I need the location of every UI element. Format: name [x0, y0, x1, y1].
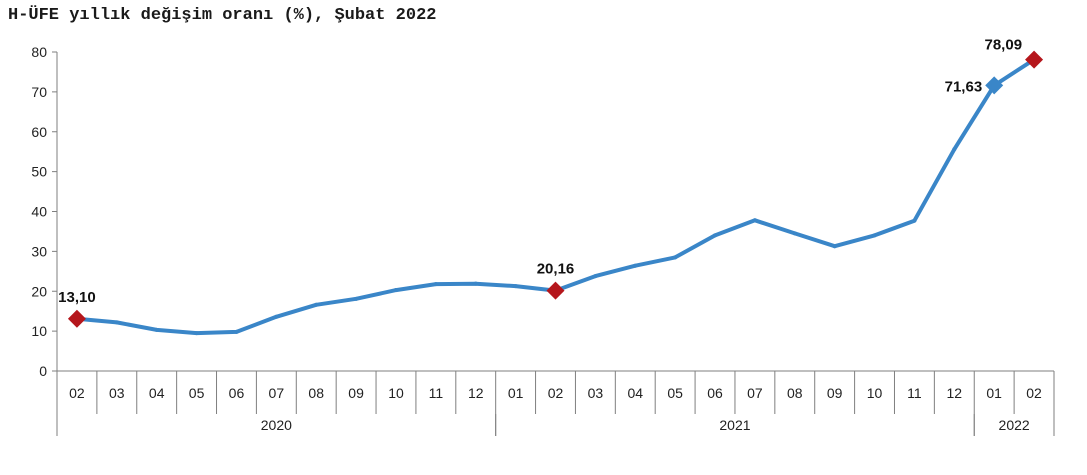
data-label: 20,16	[537, 261, 575, 278]
data-point	[633, 263, 638, 268]
y-tick-label: 70	[31, 84, 47, 100]
x-tick-label: 02	[548, 385, 564, 401]
y-tick-label: 50	[31, 164, 47, 180]
data-point	[912, 218, 917, 223]
data-point	[832, 244, 837, 249]
axes	[52, 51, 1055, 436]
y-tick-label: 30	[31, 243, 47, 259]
data-label: 71,63	[945, 78, 983, 95]
x-tick-label: 11	[429, 385, 444, 401]
y-tick-label: 60	[31, 124, 47, 140]
data-point	[673, 255, 678, 260]
x-tick-label: 05	[667, 385, 683, 401]
data-point	[194, 331, 199, 336]
markers: 13,10 20,16 71,63 78,09	[58, 37, 1044, 328]
x-tick-label: 12	[468, 385, 484, 401]
data-point	[752, 218, 757, 223]
chart-title: H-ÜFE yıllık değişim oranı (%), Şubat 20…	[8, 6, 437, 25]
x-tick-label: 03	[588, 385, 604, 401]
data-label: 78,09	[985, 37, 1023, 54]
y-tick-label: 20	[31, 283, 47, 299]
data-point	[952, 147, 957, 152]
data-point	[234, 329, 239, 334]
x-tick-label: 11	[907, 385, 922, 401]
year-group-label: 2021	[719, 417, 750, 433]
year-group-label: 2022	[999, 417, 1030, 433]
y-tick-label: 40	[31, 204, 47, 220]
y-axis-labels: 0 10 20 30 40 50 60 70 80	[31, 44, 47, 379]
x-tick-label: 03	[109, 385, 125, 401]
x-tick-label: 12	[947, 385, 963, 401]
highlight-marker	[1025, 50, 1044, 69]
x-axis-labels: 02 03 04 05 06 07 08 09 10 11 12 01 02 03 04 05 06 07 08 09…	[69, 385, 1042, 433]
x-tick-label: 02	[69, 385, 85, 401]
x-tick-label: 01	[508, 385, 524, 401]
data-point	[393, 288, 398, 293]
data-point	[354, 296, 359, 301]
x-tick-label: 06	[229, 385, 245, 401]
x-tick-label: 04	[149, 385, 165, 401]
data-point	[593, 274, 598, 279]
y-tick-label: 10	[31, 323, 47, 339]
data-point	[872, 233, 877, 238]
data-point	[513, 284, 518, 289]
x-tick-label: 10	[388, 385, 404, 401]
highlight-marker	[985, 76, 1004, 95]
data-point	[433, 282, 438, 287]
y-tick-label: 0	[39, 363, 47, 379]
data-point	[713, 233, 718, 238]
data-label: 13,10	[58, 289, 96, 306]
x-tick-label: 07	[747, 385, 763, 401]
data-point	[274, 314, 279, 319]
x-tick-label: 10	[867, 385, 883, 401]
x-tick-label: 07	[269, 385, 285, 401]
highlight-marker	[546, 281, 565, 300]
y-tick-label: 80	[31, 44, 47, 60]
x-tick-label: 05	[189, 385, 205, 401]
x-tick-label: 06	[707, 385, 723, 401]
year-group-label: 2020	[261, 417, 292, 433]
data-point	[114, 320, 119, 325]
data-point	[792, 231, 797, 236]
x-tick-label: 09	[827, 385, 843, 401]
data-point	[314, 302, 319, 307]
x-tick-label: 04	[627, 385, 643, 401]
x-tick-label: 02	[1026, 385, 1042, 401]
x-tick-label: 08	[787, 385, 803, 401]
data-point	[154, 327, 159, 332]
data-point	[473, 281, 478, 286]
x-tick-label: 08	[308, 385, 324, 401]
x-tick-label: 01	[986, 385, 1002, 401]
highlight-marker	[67, 309, 86, 328]
x-tick-label: 09	[348, 385, 364, 401]
